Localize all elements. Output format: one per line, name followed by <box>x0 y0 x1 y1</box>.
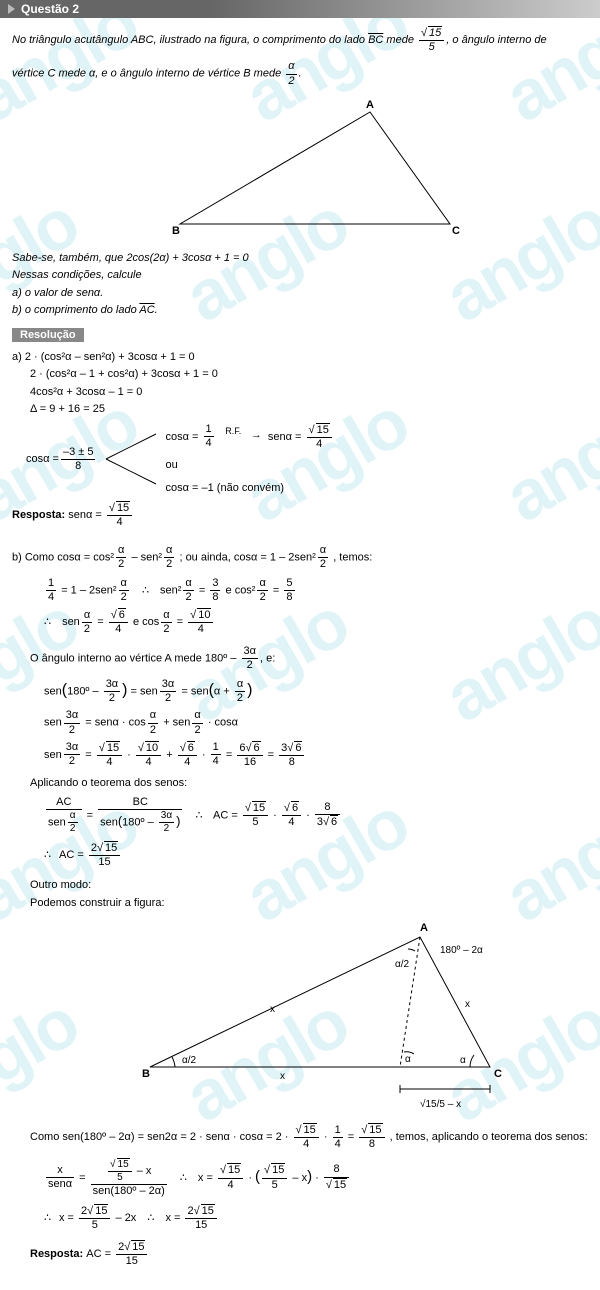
arrow-icon <box>8 4 15 14</box>
svg-text:C: C <box>494 1068 502 1080</box>
solution-part-a: a) 2 · (cos²α – sen²α) + 3cosα + 1 = 0 2… <box>0 349 600 530</box>
problem-given: Sabe-se, também, que 2cos(2α) + 3cosα + … <box>0 250 600 319</box>
vertex-a: A <box>366 99 374 111</box>
svg-text:α: α <box>460 1055 466 1066</box>
svg-text:180º – 2α: 180º – 2α <box>440 945 483 956</box>
triangle-figure-1: A B C <box>120 94 480 244</box>
svg-text:B: B <box>142 1068 150 1080</box>
problem-statement: No triângulo acutângulo ABC, ilustrado n… <box>0 26 600 88</box>
svg-text:α/2: α/2 <box>182 1055 197 1066</box>
question-title: Questão 2 <box>21 2 79 16</box>
question-header: Questão 2 <box>0 0 600 18</box>
svg-text:α: α <box>405 1054 411 1065</box>
svg-text:x: x <box>280 1071 285 1082</box>
svg-text:x: x <box>270 1004 275 1015</box>
solution-part-b-cont: Como sen(180º – 2α) = sen2α = 2 · senα ·… <box>0 1123 600 1268</box>
resolution-header: Resolução <box>12 328 84 342</box>
vertex-c: C <box>452 225 460 237</box>
solution-part-b: b) Como cosα = cos²α2 – sen²α2 ; ou aind… <box>0 544 600 912</box>
svg-text:x: x <box>465 999 470 1010</box>
svg-text:A: A <box>420 922 428 934</box>
vertex-b: B <box>172 225 180 237</box>
triangle-figure-2: A B C α/2 α α/2 180º – 2α α x x x √15/5 … <box>120 917 540 1117</box>
svg-text:α/2: α/2 <box>395 959 410 970</box>
svg-text:√15/5 – x: √15/5 – x <box>420 1098 461 1110</box>
